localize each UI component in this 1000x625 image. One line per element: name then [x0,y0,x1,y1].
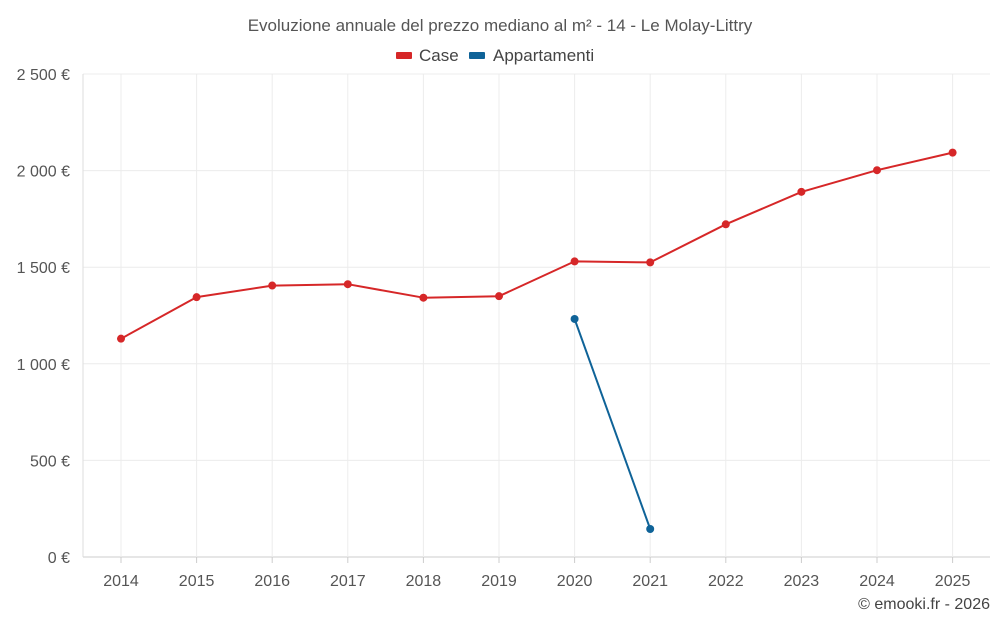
x-tick-label: 2015 [179,573,215,590]
data-point-case[interactable] [419,293,428,302]
x-tick-label: 2014 [103,573,139,590]
legend: Case Appartamenti [396,46,594,65]
y-tick-label: 1 500 € [17,260,70,277]
data-point-case[interactable] [948,148,957,157]
data-point-appartamenti[interactable] [570,314,579,323]
x-tick-label: 2021 [632,573,668,590]
legend-item-case[interactable]: Case [396,46,459,65]
y-tick-label: 1 000 € [17,357,70,374]
x-tick-label: 2022 [708,573,744,590]
data-point-case[interactable] [495,292,503,301]
x-tick-label: 2025 [935,573,971,590]
grid [82,73,990,563]
series-layer [117,148,957,533]
x-tick-label: 2016 [254,573,290,590]
y-tick-label: 2 000 € [17,164,70,181]
data-point-case[interactable] [268,281,277,290]
data-point-case[interactable] [117,334,125,343]
data-point-case[interactable] [192,293,201,302]
credit-text: © emooki.fr - 2026 [858,596,990,613]
legend-label-appartamenti: Appartamenti [493,46,594,65]
x-tick-label: 2023 [784,573,820,590]
data-point-case[interactable] [797,187,806,196]
x-tick-label: 2017 [330,573,366,590]
x-axis-ticks: 2014 2015 2016 2017 2018 2019 2020 2021 2022 2023… [103,573,970,590]
legend-swatch-appartamenti [469,52,485,59]
x-tick-label: 2018 [406,573,442,590]
legend-swatch-case [396,52,412,59]
data-point-case[interactable] [873,166,881,175]
y-axis-ticks: 0 € 500 € 1 000 € 1 500 € 2 000 € 2 500 € [17,67,70,567]
y-tick-label: 2 500 € [17,67,70,84]
legend-item-appartamenti[interactable]: Appartamenti [469,46,594,65]
y-tick-label: 0 € [48,550,70,567]
data-point-case[interactable] [646,258,655,267]
legend-label-case: Case [419,46,459,65]
chart-title: Evoluzione annuale del prezzo mediano al… [248,16,753,35]
series-line-appartamenti [573,318,652,530]
x-tick-label: 2024 [859,573,895,590]
data-point-appartamenti[interactable] [646,524,655,533]
data-point-case[interactable] [721,220,730,229]
x-tick-label: 2019 [481,573,517,590]
x-tick-label: 2020 [557,573,593,590]
data-point-case[interactable] [570,257,579,266]
y-tick-label: 500 € [30,453,70,470]
data-point-case[interactable] [343,280,352,289]
series-line-case [120,151,953,340]
